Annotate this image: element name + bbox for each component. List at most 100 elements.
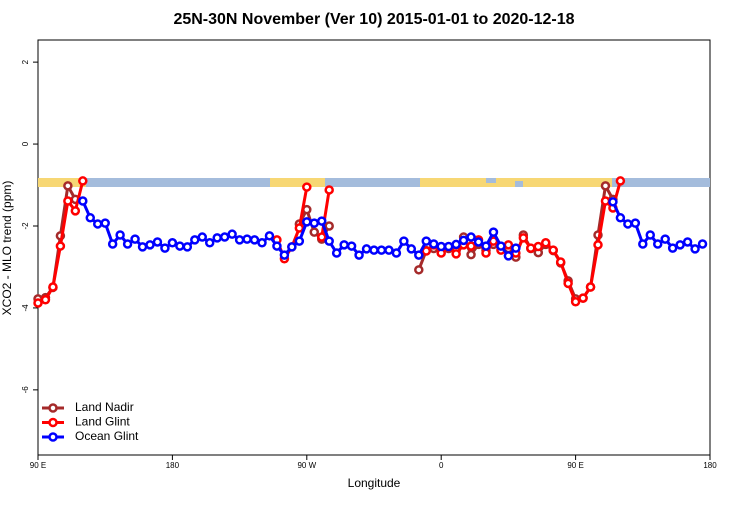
data-point (630, 218, 641, 228)
land-strip (38, 178, 86, 187)
data-point (48, 282, 58, 292)
data-point (272, 241, 282, 251)
data-point (526, 243, 536, 253)
data-point (369, 245, 379, 255)
data-point (219, 232, 230, 242)
data-point (600, 181, 611, 191)
data-point (466, 249, 476, 260)
data-point (511, 243, 521, 253)
data-point (623, 219, 633, 229)
map-strip (38, 178, 710, 187)
legend-marker (48, 432, 58, 442)
data-point (167, 238, 178, 248)
data-point (130, 234, 140, 244)
data-point (667, 243, 678, 253)
data-point (414, 250, 424, 260)
legend-marker (48, 403, 58, 413)
data-point (600, 196, 611, 206)
y-tick-label: 2 (21, 59, 30, 64)
data-point (40, 294, 51, 305)
data-point (585, 282, 596, 292)
data-point (92, 219, 103, 229)
data-point (503, 251, 514, 261)
plot-frame (37, 39, 711, 456)
data-point (85, 213, 96, 223)
data-point (190, 235, 200, 245)
data-point (481, 241, 491, 251)
data-point (287, 242, 297, 252)
data-point (204, 238, 215, 248)
legend-label: Land Glint (75, 415, 130, 429)
data-point (257, 238, 267, 248)
data-point (458, 235, 469, 246)
data-point (324, 221, 334, 231)
data-point (78, 176, 88, 186)
data-point (376, 245, 387, 255)
data-point (660, 234, 670, 244)
data-point (55, 241, 66, 251)
data-point (316, 216, 327, 226)
data-point (264, 231, 275, 241)
legend-label: Land Nadir (75, 400, 134, 414)
ocean-strip (38, 178, 710, 187)
chart-title: 25N-30N November (Ver 10) 2015-01-01 to … (173, 11, 574, 28)
data-point (227, 229, 237, 239)
data-point (70, 206, 81, 216)
x-tick-label: 180 (166, 461, 180, 470)
data-point (652, 239, 663, 249)
data-point (690, 244, 700, 254)
data-point (361, 244, 372, 254)
data-point (428, 239, 439, 249)
data-point (175, 241, 185, 251)
data-point (100, 218, 110, 228)
data-point (309, 218, 320, 228)
data-point (488, 227, 499, 237)
y-tick-label: -4 (21, 304, 30, 312)
data-point (182, 242, 193, 252)
x-tick-label: 180 (703, 461, 717, 470)
data-point (563, 278, 573, 289)
x-tick-label: 90 W (297, 461, 316, 470)
data-point (638, 239, 648, 249)
data-point (443, 241, 454, 252)
data-point (122, 239, 133, 249)
data-point (63, 196, 73, 206)
data-point (294, 236, 305, 246)
data-point (324, 236, 334, 246)
ocean-strip (515, 181, 523, 187)
data-point (421, 246, 432, 256)
data-point (302, 217, 312, 227)
data-point (309, 227, 320, 237)
data-point (279, 250, 290, 260)
x-tick-label: 0 (439, 461, 444, 470)
data-point (354, 250, 364, 260)
ocean-strip (486, 178, 496, 183)
data-point (578, 293, 588, 303)
x-tick-label: 90 E (30, 461, 46, 470)
data-point (152, 237, 163, 247)
legend-marker (48, 417, 58, 428)
data-point (406, 244, 417, 254)
data-point (391, 248, 402, 258)
y-tick-label: -6 (21, 386, 30, 394)
y-tick-label: 0 (21, 141, 30, 146)
data-point (540, 238, 551, 248)
land-strip (270, 178, 325, 187)
data-point (346, 241, 357, 251)
data-point (212, 233, 222, 243)
data-point (466, 241, 476, 251)
data-point (645, 230, 656, 240)
data-point (518, 233, 529, 243)
y-tick-label: -2 (21, 222, 30, 230)
data-point (324, 185, 334, 195)
data-point (242, 234, 252, 244)
data-point (137, 242, 148, 252)
data-point (234, 235, 245, 245)
data-point (414, 265, 424, 275)
data-point (608, 197, 618, 207)
data-point (63, 181, 73, 191)
data-point (421, 236, 432, 246)
data-point (466, 232, 476, 242)
x-tick-label: 90 E (567, 461, 583, 470)
